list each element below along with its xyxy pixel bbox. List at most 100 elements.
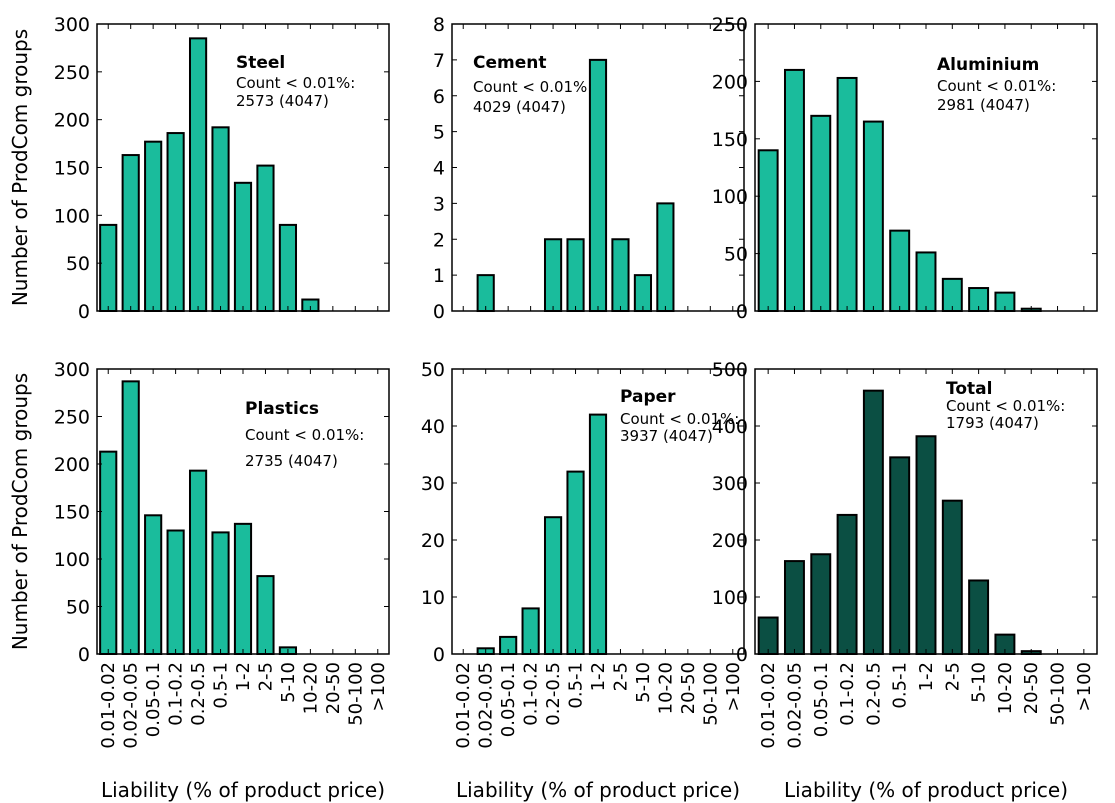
bar-paper-1-2	[588, 413, 608, 655]
xtick-label: 1-2	[233, 662, 254, 691]
xtick-label: 2-5	[942, 662, 963, 691]
bar-total-0-05-0-1	[810, 553, 832, 655]
bar-aluminium-0-05-0-1	[810, 114, 832, 312]
bar-cement-0-2-0-5	[543, 238, 563, 312]
xtick-label: 0.02-0.05	[785, 662, 806, 749]
bar-plastics-0-05-0-1	[144, 514, 163, 655]
bar-steel-0-01-0-02	[99, 223, 118, 312]
xtick-label: 50-100	[345, 662, 366, 726]
xtick-label: 0.01-0.02	[453, 662, 474, 749]
xtick-label: 2-5	[256, 662, 277, 691]
ytick-label: 150	[54, 158, 90, 180]
bar-total-0-2-0-5	[862, 389, 884, 655]
ytick-label: 6	[433, 86, 445, 108]
count-annotation: 4029 (4047)	[473, 98, 566, 116]
ytick-label: 0	[433, 301, 445, 323]
ytick-label: 250	[54, 407, 90, 429]
bar-paper-0-2-0-5	[543, 516, 563, 656]
bar-steel-0-02-0-05	[121, 154, 140, 312]
ytick-label: 50	[66, 253, 90, 275]
xtick-label: 50-100	[1048, 662, 1069, 726]
bar-cement-0-02-0-05	[476, 274, 495, 313]
bar-plastics-0-5-1	[211, 531, 230, 656]
bar-aluminium-0-5-1	[889, 229, 911, 312]
bar-plastics-0-1-0-2	[166, 529, 185, 655]
bar-aluminium-0-02-0-05	[783, 68, 805, 312]
bar-cement-0-5-1	[566, 238, 585, 312]
bar-total-0-02-0-05	[783, 560, 805, 656]
ytick-label: 400	[712, 416, 748, 438]
ytick-label: 300	[54, 14, 90, 36]
xtick-label: 20-50	[678, 662, 699, 714]
panel-steel: 0 50 100 150 200 250 300 Number of ProdCom grou…	[8, 14, 390, 323]
ytick-label: 30	[421, 473, 445, 495]
ytick-label: 40	[421, 416, 445, 438]
ytick-label: 2	[433, 229, 445, 251]
panel-title: Cement	[473, 53, 546, 73]
xtick-label: 0.01-0.02	[98, 662, 119, 749]
xtick-label: 0.1-0.2	[166, 662, 187, 726]
bar-cement-1-2	[588, 58, 608, 313]
xtick-label: 0.5-1	[566, 662, 587, 709]
bar-total-2-5	[941, 499, 963, 656]
bar-aluminium-0-1-0-2	[836, 76, 858, 312]
count-annotation: Count < 0.01%:	[473, 78, 592, 96]
ytick-label: 150	[712, 129, 748, 151]
bar-steel-0-5-1	[211, 126, 230, 312]
ytick-label: 50	[421, 359, 445, 381]
xtick-label: 10-20	[300, 662, 321, 714]
count-annotation: 3937 (4047)	[620, 427, 713, 445]
bar-total-5-10	[968, 579, 990, 655]
ytick-label: 500	[712, 359, 748, 381]
bar-cement-5-10	[633, 274, 653, 313]
ytick-label: 0	[736, 644, 748, 666]
xtick-label: 50-100	[700, 662, 721, 726]
panel-title: Paper	[620, 387, 676, 407]
xtick-label: 5-10	[278, 662, 299, 703]
xtick-label: 5-10	[633, 662, 654, 703]
ytick-label: 1	[433, 265, 445, 287]
xtick-label: 0.5-1	[890, 662, 911, 709]
panel-title: Plastics	[245, 399, 319, 419]
xtick-label: 0.2-0.5	[543, 662, 564, 726]
y-axis-label: Number of ProdCom groups	[8, 29, 32, 306]
panel-total: 0 100 200 300 400 500 0.01-0.02 0.02-0.05 0.05-0…	[712, 359, 1098, 802]
bar-steel-0-2-0-5	[188, 37, 208, 312]
bar-cement-2-5	[611, 238, 630, 312]
bar-cement-10-20	[656, 202, 675, 313]
ytick-label: 100	[54, 205, 90, 227]
bar-steel-0-1-0-2	[166, 132, 185, 312]
bar-paper-0-5-1	[566, 470, 585, 655]
xtick-label: 0.02-0.05	[476, 662, 497, 749]
ytick-label: 100	[712, 186, 748, 208]
xtick-label: 1-2	[588, 662, 609, 691]
ytick-label: 250	[712, 14, 748, 36]
ytick-label: 50	[724, 244, 748, 266]
bar-steel-2-5	[256, 164, 275, 312]
bar-plastics-0-02-0-05	[121, 380, 140, 655]
bar-plastics-0-2-0-5	[188, 469, 208, 655]
count-annotation: Count < 0.01%:	[946, 397, 1065, 415]
bar-aluminium-0-01-0-02	[757, 149, 779, 312]
xtick-label: 0.02-0.05	[121, 662, 142, 749]
bar-total-0-01-0-02	[757, 616, 779, 656]
xtick-label: 0.2-0.5	[188, 662, 209, 726]
bar-plastics-2-5	[256, 575, 275, 655]
panel-plastics: 0 50 100 150 200 250 300 0.01-0.02 0.02-0.05 0.05…	[8, 359, 390, 802]
panel-aluminium: 0 50 100 150 200 250 Aluminium Count < 0.01%:29…	[712, 14, 1098, 323]
ytick-label: 200	[712, 71, 748, 93]
bar-steel-5-10	[278, 223, 298, 312]
ytick-label: 3	[433, 193, 445, 215]
ytick-label: 150	[54, 502, 90, 524]
x-axis-label: Liability (% of product price)	[101, 778, 385, 802]
ytick-label: 300	[712, 473, 748, 495]
xtick-label: 5-10	[969, 662, 990, 703]
xtick-label: 0.5-1	[211, 662, 232, 709]
xtick-label: 0.05-0.1	[143, 662, 164, 737]
ytick-label: 100	[54, 549, 90, 571]
xtick-label: 20-50	[323, 662, 344, 714]
ytick-label: 20	[421, 530, 445, 552]
ytick-label: 0	[78, 644, 90, 666]
xtick-label: >100	[723, 662, 744, 711]
